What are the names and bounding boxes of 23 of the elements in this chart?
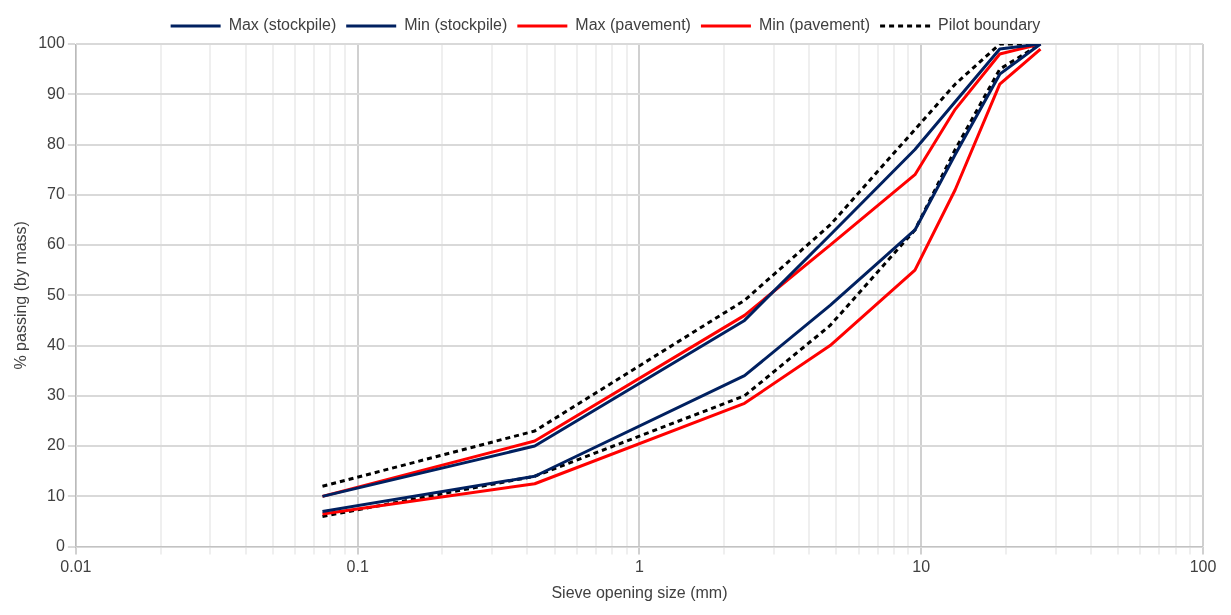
x-tick-label: 0.1 [346, 557, 369, 575]
x-tick-label: 0.01 [60, 557, 92, 575]
legend-label: Min (stockpile) [404, 16, 508, 34]
y-tick-label: 90 [47, 84, 65, 102]
x-tick-label: 100 [1189, 557, 1217, 575]
x-tick-label: 1 [634, 557, 644, 575]
y-tick-label: 100 [38, 34, 65, 52]
y-tick-label: 0 [55, 537, 65, 555]
y-tick-label: 60 [47, 235, 65, 253]
x-tick-label: 10 [912, 557, 931, 575]
y-tick-label: 50 [47, 285, 65, 303]
legend-label: Pilot boundary [938, 16, 1041, 34]
legend-label: Max (stockpile) [228, 16, 337, 34]
y-tick-label: 40 [47, 335, 65, 353]
y-tick-label: 10 [47, 486, 65, 504]
y-axis-title: % passing (by mass) [12, 221, 30, 370]
x-axis-title: Sieve opening size (mm) [551, 583, 728, 601]
y-tick-label: 30 [47, 386, 65, 404]
y-tick-label: 70 [47, 185, 65, 203]
y-tick-label: 20 [47, 436, 65, 454]
legend-label: Max (pavement) [575, 16, 691, 34]
y-tick-label: 80 [47, 134, 65, 152]
legend-label: Min (pavement) [758, 16, 871, 34]
